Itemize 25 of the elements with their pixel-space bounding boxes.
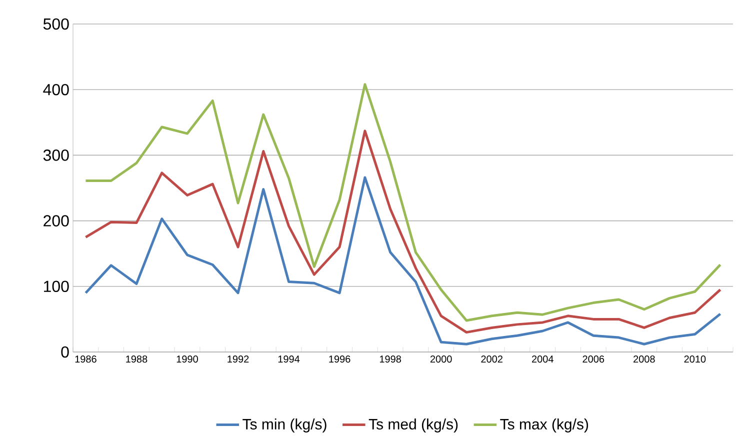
- line-series: [84, 176, 722, 346]
- y-tick-label: 200: [44, 215, 69, 226]
- x-tick-label: 1990: [176, 356, 198, 363]
- legend-label: Ts med (kg/s): [368, 418, 458, 432]
- line-series: [84, 130, 722, 334]
- y-tick-label: 500: [43, 18, 69, 30]
- x-tick-label: 2008: [634, 356, 655, 363]
- x-tick-label: 2010: [684, 356, 706, 363]
- x-tick-label: 1986: [75, 356, 96, 363]
- x-tick-label: 2006: [582, 356, 604, 363]
- x-tick-label: 2000: [430, 356, 452, 363]
- y-tick-label: 100: [44, 280, 69, 292]
- x-tick-label: 1992: [228, 356, 249, 363]
- y-tick-label: 0: [61, 346, 69, 358]
- legend-label: Ts max (kg/s): [500, 418, 588, 432]
- legend-label: Ts min (kg/s): [242, 418, 326, 432]
- x-tick-label: 1994: [278, 356, 300, 363]
- x-tick-label: 2002: [481, 356, 502, 363]
- x-tick-label: 2004: [532, 356, 554, 363]
- x-tick-label: 1988: [126, 356, 148, 363]
- x-tick-label: 1998: [380, 356, 401, 363]
- line-series: [84, 83, 722, 322]
- x-tick-label: 1996: [329, 356, 350, 363]
- y-tick-label: 400: [43, 84, 69, 96]
- y-tick-label: 300: [43, 150, 69, 161]
